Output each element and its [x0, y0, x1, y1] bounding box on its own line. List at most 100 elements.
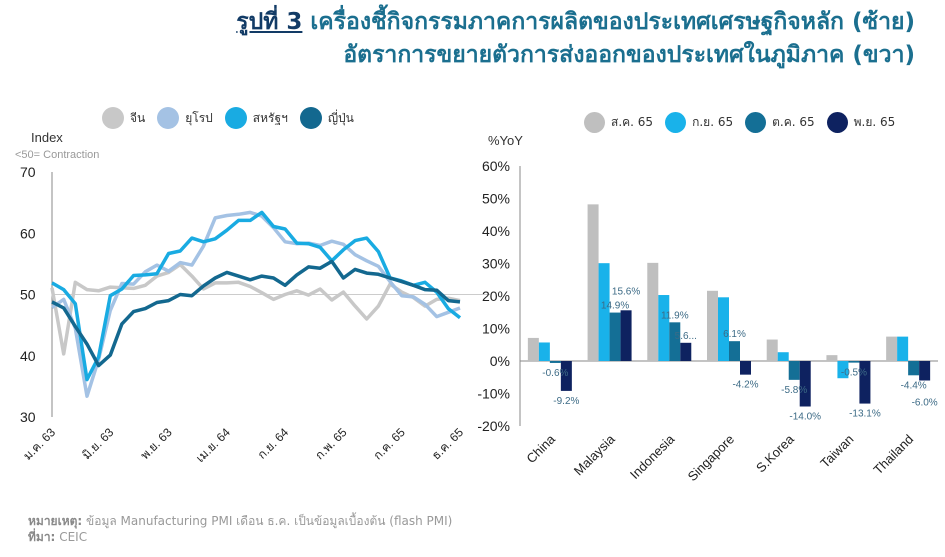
series-line-ยุโรป [51, 210, 461, 398]
category-label: Taiwan [817, 432, 856, 471]
bar-Singapore-ต.ค. 65 [729, 341, 740, 361]
title-text-1: เครื่องชี้กิจกรรมภาคการผลิตของประเทศเศรษ… [310, 9, 915, 35]
data-label: -0.5% [841, 368, 867, 379]
bar-Thailand-ก.ย. 65 [897, 336, 909, 361]
legend-swatch [102, 107, 124, 129]
x-tick-label: เม.ย. 64 [193, 425, 233, 465]
x-tick-label: ก.พ. 65 [312, 425, 349, 462]
note-text: ข้อมูล Manufacturing PMI เดือน ธ.ค. เป็น… [86, 514, 453, 528]
category-label: Indonesia [627, 431, 678, 482]
category-label: China [523, 431, 558, 466]
y-tick-label: 30 [20, 409, 36, 425]
bar-Malaysia-พ.ย. 65 [620, 310, 632, 361]
data-label: -14.0% [789, 412, 821, 423]
source-label: ที่มา: [28, 530, 56, 544]
legend-label: ยุโรป [185, 110, 213, 125]
y-tick-label: 60 [20, 225, 36, 241]
legend-swatch [745, 112, 767, 133]
title-line-1: รูปที่ 3 เครื่องชี้กิจกรรมภาคการผลิตของปร… [236, 6, 915, 39]
y-tick-label: 20% [482, 288, 510, 304]
y-tick-label: 0% [490, 353, 510, 369]
legend-swatch [157, 107, 180, 129]
legend-label: ญี่ปุ่น [327, 110, 354, 125]
y-tick-label: 10% [482, 321, 510, 337]
y-tick-label: -10% [477, 386, 510, 402]
legend-item-aug: ส.ค. 65 [584, 112, 653, 133]
bar-Indonesia-ก.ย. 65 [658, 295, 670, 361]
bar-China-พ.ย. 65 [560, 361, 572, 391]
legend-swatch [224, 107, 247, 129]
bar-Indonesia-ส.ค. 65 [647, 262, 659, 361]
bar-Indonesia-พ.ย. 65 [680, 342, 692, 361]
source-text: CEIC [59, 530, 88, 544]
y-tick-label: -20% [477, 418, 510, 434]
legend-label: สหรัฐฯ [252, 110, 288, 125]
bar-Indonesia-ต.ค. 65 [669, 322, 681, 361]
y-tick-label: 70 [20, 164, 36, 180]
bar-China-ส.ค. 65 [527, 337, 539, 361]
x-tick-label: ม.ค. 63 [20, 425, 58, 463]
bar-Taiwan-ต.ค. 65 [848, 361, 860, 363]
legend-swatch [826, 112, 848, 133]
legend-label: ก.ย. 65 [692, 115, 734, 129]
bar-S.Korea-ส.ค. 65 [766, 339, 778, 361]
legend-item-europe: ยุโรป [157, 107, 213, 129]
pmi-contraction-note: <50= Contraction [15, 149, 100, 161]
series-line-ญี่ปุ่น [51, 259, 461, 368]
bar-China-ต.ค. 65 [549, 361, 561, 363]
export-legend: ส.ค. 65 ก.ย. 65 ต.ค. 65 พ.ย. 65 [584, 112, 907, 133]
category-label: Malaysia [571, 431, 618, 478]
bar-S.Korea-ต.ค. 65 [788, 361, 800, 380]
footnote-note: หมายเหตุ: ข้อมูล Manufacturing PMI เดือน… [28, 513, 452, 529]
data-label: -4.4% [901, 380, 927, 391]
data-label: -4.2% [732, 380, 758, 391]
x-tick-label: ธ.ค. 65 [429, 425, 466, 462]
bar-Malaysia-ส.ค. 65 [587, 204, 599, 361]
legend-item-sep: ก.ย. 65 [665, 112, 733, 133]
data-label: -13.1% [849, 409, 881, 420]
legend-item-china: จีน [102, 107, 145, 129]
title-line-2: อัตราการขยายตัวการส่งออกของประเทศในภูมิภ… [343, 42, 915, 68]
data-label: 5.6... [675, 331, 697, 342]
bar-S.Korea-ก.ย. 65 [777, 352, 789, 361]
legend-item-oct: ต.ค. 65 [745, 112, 815, 133]
data-label: 14.9% [601, 301, 629, 312]
x-tick-label: พ.ย. 63 [138, 425, 175, 462]
legend-item-us: สหรัฐฯ [224, 107, 288, 129]
bar-Malaysia-ต.ค. 65 [609, 312, 621, 361]
legend-swatch [665, 112, 687, 133]
legend-swatch [299, 107, 322, 129]
data-label: -9.2% [553, 396, 579, 407]
export-y-axis-title: %YoY [488, 133, 523, 148]
bar-China-ก.ย. 65 [538, 342, 550, 361]
bar-Singapore-พ.ย. 65 [740, 361, 751, 375]
bar-Taiwan-พ.ย. 65 [859, 361, 871, 404]
y-tick-label: 50% [482, 191, 510, 207]
data-label: 11.9% [661, 310, 689, 321]
x-tick-label: ก.ย. 64 [255, 425, 292, 462]
legend-swatch [584, 112, 605, 133]
x-tick-label: มิ.ย. 63 [79, 425, 116, 462]
bar-Taiwan-ก.ย. 65 [837, 361, 849, 379]
chart-title: รูปที่ 3 เครื่องชี้กิจกรรมภาคการผลิตของปร… [236, 6, 915, 72]
data-label: 6.1% [723, 329, 746, 340]
category-label: Thailand [870, 432, 916, 478]
legend-label: ต.ค. 65 [772, 115, 815, 129]
y-tick-label: 50 [20, 287, 36, 303]
pmi-legend: จีน ยุโรป สหรัฐฯ ญี่ปุ่น [102, 107, 366, 129]
bar-Thailand-พ.ย. 65 [919, 361, 931, 381]
pmi-y-axis-title: Index [31, 130, 63, 145]
data-label: -0.6% [542, 368, 568, 379]
category-label: Singapore [685, 432, 738, 485]
legend-item-nov: พ.ย. 65 [826, 112, 895, 133]
legend-label: ส.ค. 65 [611, 115, 654, 129]
y-tick-label: 60% [482, 158, 510, 174]
bar-Singapore-ส.ค. 65 [707, 290, 718, 361]
bar-Thailand-ต.ค. 65 [908, 361, 920, 376]
y-tick-label: 40 [20, 348, 36, 364]
bar-Malaysia-ก.ย. 65 [598, 263, 610, 361]
x-tick-label: ก.ค. 65 [371, 425, 408, 462]
footnote: หมายเหตุ: ข้อมูล Manufacturing PMI เดือน… [28, 513, 452, 545]
data-label: 15.6% [612, 286, 640, 297]
